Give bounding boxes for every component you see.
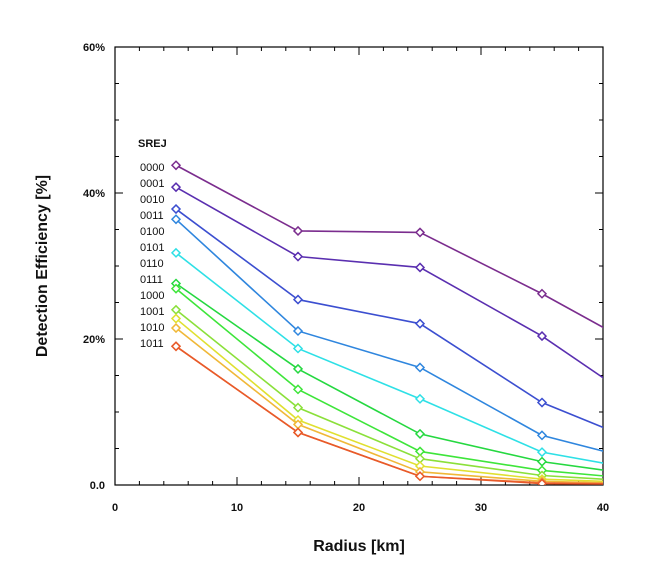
y-tick-label: 60% (83, 42, 105, 54)
y-axis-title: Detection Efficiency [%] (34, 175, 51, 357)
legend-entry-0011: 0011 (140, 210, 164, 222)
data-point-0011 (414, 362, 426, 373)
data-point-1011 (170, 341, 182, 352)
y-tick-label: 40% (83, 188, 105, 200)
x-tick-label: 20 (353, 502, 365, 514)
data-point-0100 (536, 447, 548, 458)
legend-entry-1010: 1010 (140, 322, 164, 334)
data-point-0010 (536, 397, 548, 408)
data-point-1011 (292, 427, 304, 438)
legend-entry-1000: 1000 (140, 290, 164, 302)
data-point-0110 (292, 384, 304, 395)
legend-entry-0100: 0100 (140, 226, 164, 238)
data-point-0010 (170, 203, 182, 215)
y-tick-label: 0.0 (90, 480, 105, 492)
x-tick-label: 10 (231, 502, 243, 514)
y-axis: 0.0 20% 40% 60% (83, 42, 603, 492)
data-point-0000 (536, 288, 548, 299)
legend-entry-0101: 0101 (140, 242, 164, 254)
y-tick-label: 20% (83, 334, 105, 346)
x-tick-label: 30 (475, 502, 487, 514)
data-point-0111 (292, 402, 304, 413)
data-point-0101 (292, 363, 304, 374)
x-tick-label: 40 (597, 502, 609, 514)
series-line-0010 (175, 208, 603, 429)
data-point-0101 (414, 428, 426, 439)
plot-frame (114, 46, 604, 486)
data-point-0100 (292, 343, 304, 354)
data-point-0011 (170, 214, 182, 225)
data-point-0001 (170, 182, 182, 193)
data-point-1011 (414, 471, 426, 482)
x-tick-label: 0 (112, 502, 118, 514)
data-point-0010 (292, 294, 304, 305)
legend-entry-0111: 0111 (140, 274, 163, 286)
data-point-0001 (292, 251, 304, 262)
legend: SREJ 0000 0001 0010 0011 0100 0101 0110 0111 1000… (138, 138, 167, 350)
legend-entry-1011: 1011 (140, 338, 164, 350)
legend-entry-0110: 0110 (140, 258, 164, 270)
legend-entry-0010: 0010 (140, 194, 164, 206)
series-layer (170, 160, 603, 485)
data-point-1001 (170, 322, 182, 334)
data-point-0100 (170, 247, 182, 258)
data-point-0001 (414, 262, 426, 273)
data-point-0101 (536, 456, 548, 467)
data-point-0000 (414, 227, 426, 238)
legend-entry-0001: 0001 (140, 178, 164, 190)
data-point-0110 (170, 283, 182, 294)
data-point-0001 (536, 331, 548, 342)
data-point-0000 (292, 225, 304, 237)
series-line-0001 (175, 186, 603, 379)
data-point-0000 (170, 160, 182, 171)
data-point-0010 (414, 318, 426, 329)
data-point-1011 (536, 478, 548, 485)
legend-title: SREJ (138, 138, 167, 150)
x-axis-title: Radius [km] (313, 538, 405, 555)
legend-entry-1001: 1001 (140, 306, 164, 318)
legend-entry-0000: 0000 (140, 162, 164, 174)
data-point-1000 (170, 313, 182, 324)
data-point-0011 (536, 430, 548, 441)
data-point-0100 (414, 393, 426, 404)
data-point-0011 (292, 325, 304, 337)
